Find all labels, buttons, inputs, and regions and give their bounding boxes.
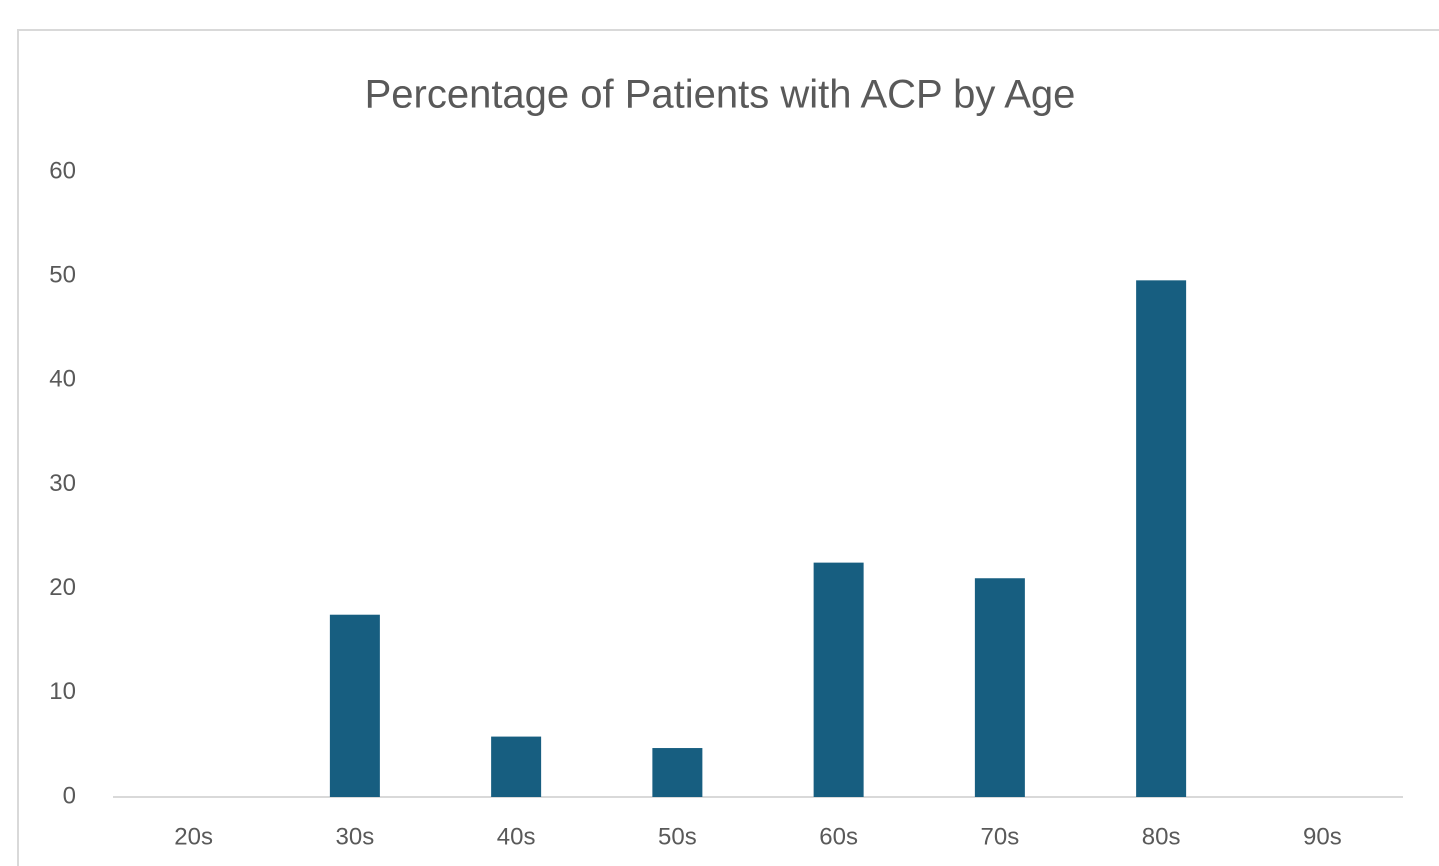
bar — [1136, 280, 1187, 797]
x-tick-label: 50s — [658, 823, 697, 850]
x-tick-label: 30s — [336, 823, 375, 850]
chart-title: Percentage of Patients with ACP by Age — [365, 73, 1076, 117]
chart-border — [17, 29, 1439, 866]
x-tick-label: 40s — [497, 823, 536, 850]
y-tick-label: 10 — [49, 678, 76, 705]
bar — [974, 578, 1025, 797]
x-tick-label: 90s — [1303, 823, 1342, 850]
y-tick-label: 60 — [49, 157, 76, 184]
bar — [813, 562, 864, 797]
y-tick-label: 0 — [63, 782, 76, 809]
y-tick-label: 50 — [49, 262, 76, 289]
x-tick-label: 70s — [981, 823, 1020, 850]
y-tick-label: 30 — [49, 470, 76, 497]
x-tick-label: 60s — [819, 823, 858, 850]
y-tick-label: 40 — [49, 366, 76, 393]
bar — [491, 736, 542, 797]
x-tick-label: 80s — [1142, 823, 1181, 850]
y-tick-label: 20 — [49, 574, 76, 601]
bar — [329, 614, 380, 797]
bar — [652, 748, 703, 797]
x-tick-label: 20s — [174, 823, 213, 850]
